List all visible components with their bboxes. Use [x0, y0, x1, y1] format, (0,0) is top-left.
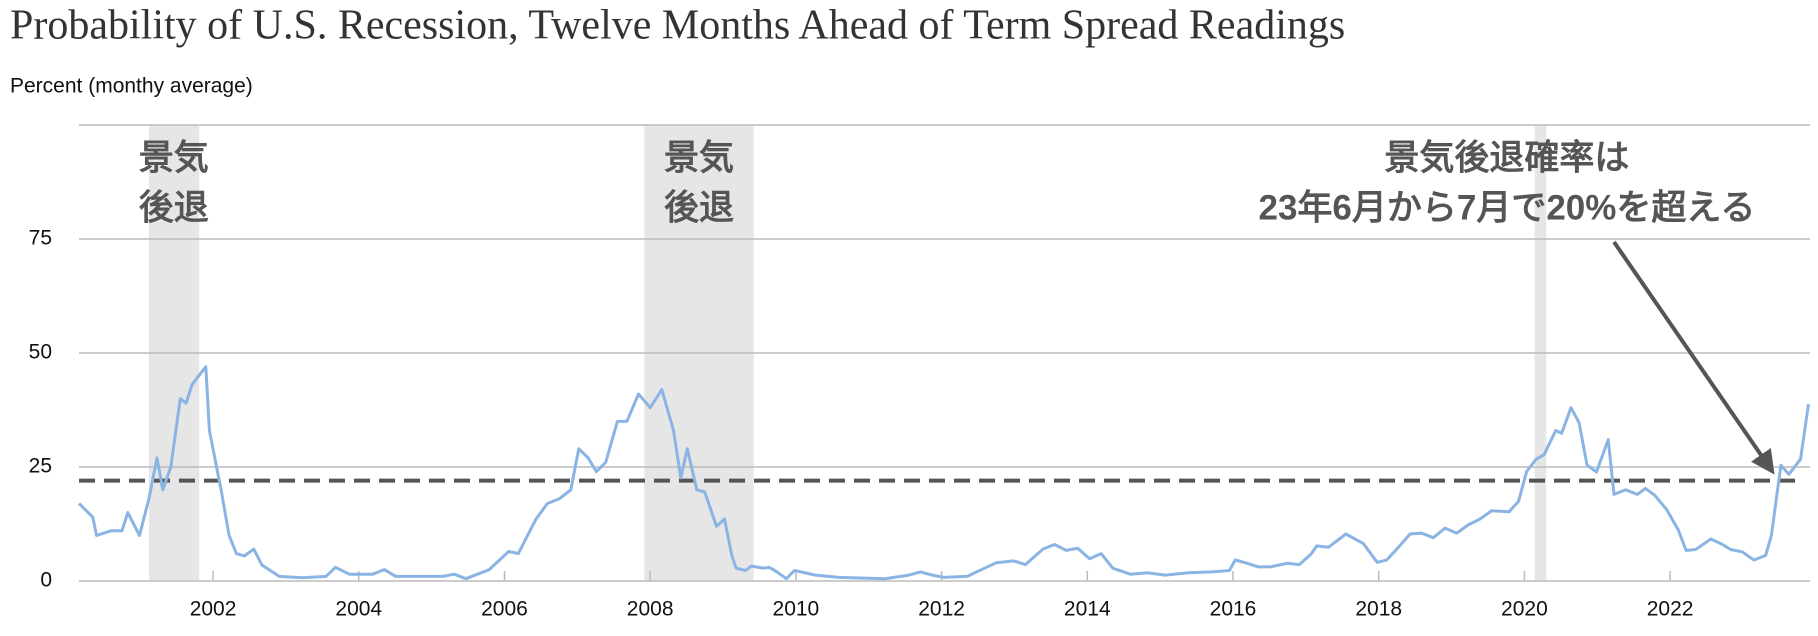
y-tick-label: 50: [29, 341, 52, 364]
annotation: 後退: [664, 188, 734, 227]
annotation-arrow: [1612, 240, 1775, 475]
data-line: [77, 365, 1810, 581]
x-tick-label: 2006: [481, 598, 528, 621]
y-tick-label: 75: [29, 227, 52, 250]
x-tick-label: 2018: [1355, 598, 1402, 621]
chart-subtitle: Percent (monthy average): [10, 75, 253, 98]
y-tick-label: 25: [29, 455, 52, 478]
x-tick-label: 2022: [1647, 598, 1694, 621]
x-tick-label: 2010: [773, 598, 820, 621]
x-tick-label: 2004: [335, 598, 382, 621]
annotation: 23年6月から7月で20%を超える: [1258, 188, 1755, 227]
x-tick-label: 2002: [190, 598, 237, 621]
x-tick-label: 2020: [1501, 598, 1548, 621]
x-tick-label: 2016: [1210, 598, 1257, 621]
x-tick-label: 2012: [918, 598, 965, 621]
x-tick-label: 2008: [627, 598, 674, 621]
chart-title: Probability of U.S. Recession, Twelve Mo…: [10, 3, 1345, 49]
annotation: 景気後退確率は: [1384, 138, 1629, 177]
y-tick-label: 0: [40, 569, 52, 592]
annotation: 景気: [664, 138, 734, 177]
x-tick-label: 2014: [1064, 598, 1111, 621]
annotation: 後退: [139, 188, 209, 227]
annotation: 景気: [139, 138, 209, 177]
plot: 0 25 50 75 2002 2004 2006 2008 2010 2012 2014 2016 2…: [29, 124, 1810, 621]
